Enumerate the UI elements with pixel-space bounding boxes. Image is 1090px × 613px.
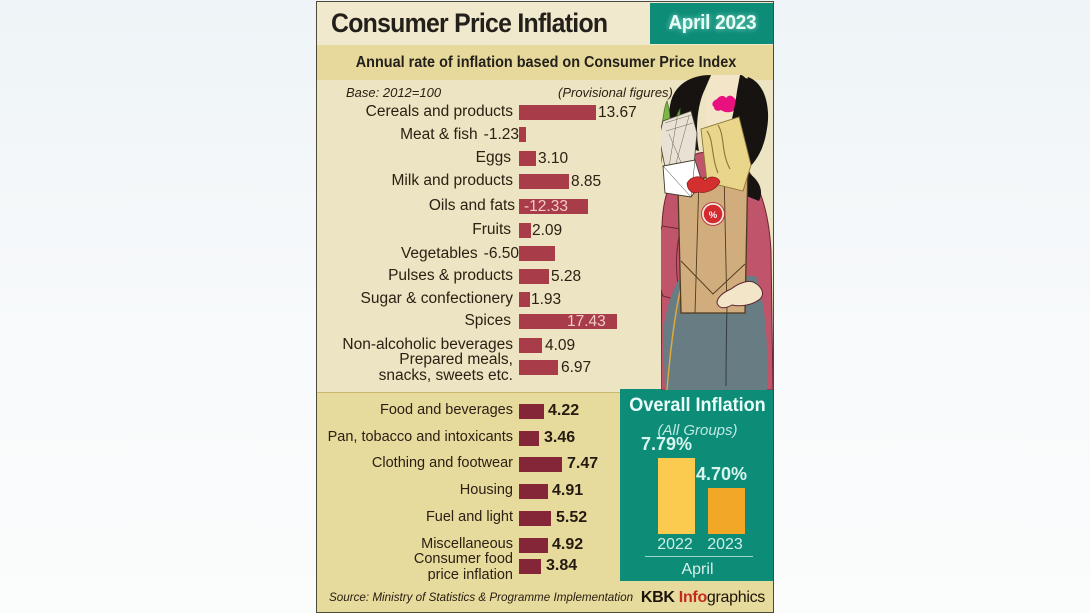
svg-text:%: % [709,210,718,221]
